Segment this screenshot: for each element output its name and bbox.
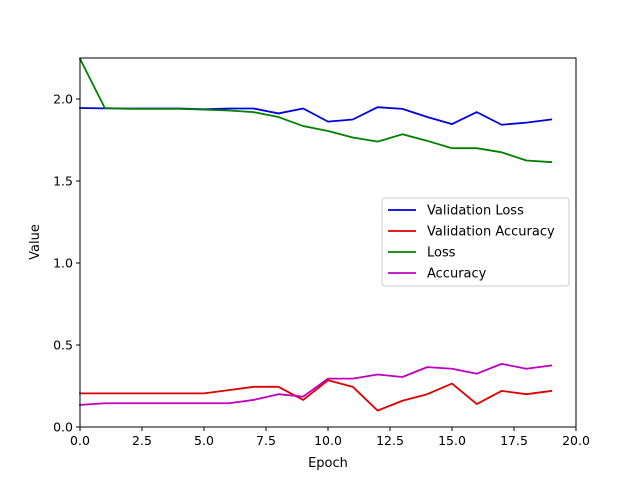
x-tick-label: 0.0 (70, 433, 90, 448)
y-tick-label: 2.0 (53, 92, 73, 107)
x-axis-label: Epoch (308, 456, 348, 471)
y-axis: 0.0 0.5 1.0 1.5 2.0 (53, 92, 80, 435)
x-tick-label: 20.0 (562, 433, 590, 448)
legend: Validation Loss Validation Accuracy Loss Ac… (381, 197, 570, 287)
x-tick-label: 17.5 (500, 433, 528, 448)
series-layer (78, 57, 553, 412)
legend-box (381, 197, 570, 287)
x-tick-label: 7.5 (256, 433, 276, 448)
x-tick-label: 2.5 (132, 433, 152, 448)
legend-label-1: Validation Accuracy (427, 225, 555, 240)
series-line-3 (79, 362, 553, 406)
x-tick-label: 10.0 (314, 433, 342, 448)
x-tick-label: 5.0 (194, 433, 214, 448)
legend-label-0: Validation Loss (427, 204, 524, 219)
y-tick-label: 1.0 (53, 256, 73, 271)
legend-label-2: Loss (427, 246, 456, 261)
series-line-1 (79, 379, 553, 412)
legend-label-3: Accuracy (427, 267, 487, 282)
y-tick-label: 1.5 (53, 174, 73, 189)
y-tick-label: 0.0 (53, 420, 73, 435)
x-tick-label: 12.5 (376, 433, 404, 448)
y-tick-label: 0.5 (53, 338, 73, 353)
y-axis-label: Value (28, 224, 43, 260)
x-axis: 0.0 2.5 5.0 7.5 10.0 12.5 15.0 17.5 20.0 (70, 427, 590, 448)
series-line-2 (78, 57, 553, 164)
x-tick-label: 15.0 (438, 433, 466, 448)
